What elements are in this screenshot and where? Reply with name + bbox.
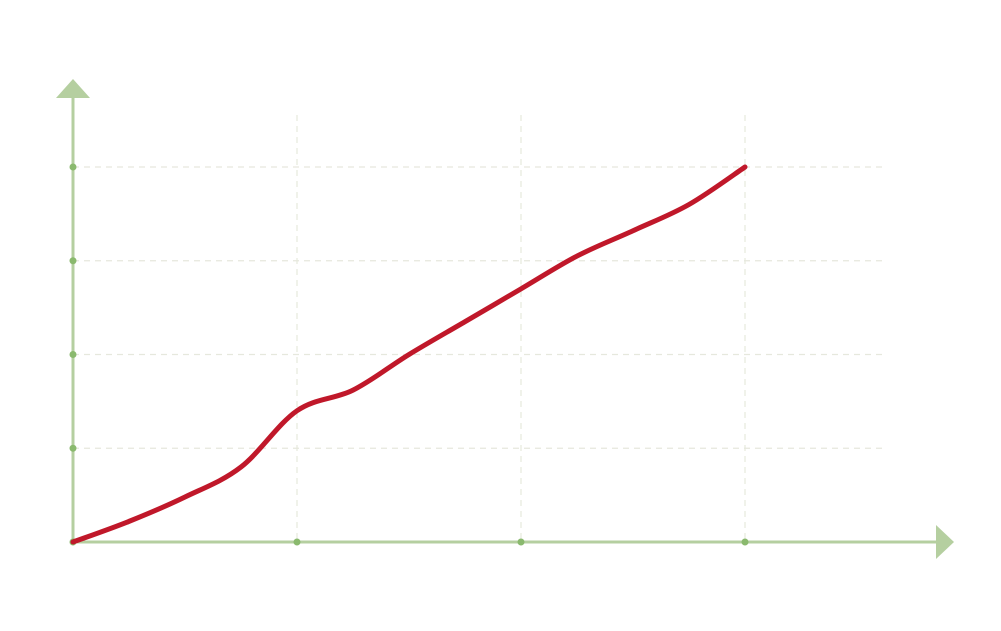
y-tick-dot-2 [69, 351, 77, 358]
grid [73, 115, 885, 542]
axes [56, 79, 954, 559]
series-group [70, 164, 748, 545]
x-tick-dot-3 [741, 538, 749, 546]
x-tick-dot-2 [517, 538, 525, 546]
x-axis-arrow-icon [936, 525, 954, 559]
y-axis-arrow-icon [56, 79, 90, 98]
axis-ticks [69, 163, 749, 546]
x-tick-dot-1 [293, 538, 301, 546]
series-line-0 [70, 164, 748, 545]
y-tick-dot-4 [69, 163, 77, 171]
y-tick-dot-3 [69, 257, 77, 265]
y-tick-dot-1 [69, 444, 77, 452]
